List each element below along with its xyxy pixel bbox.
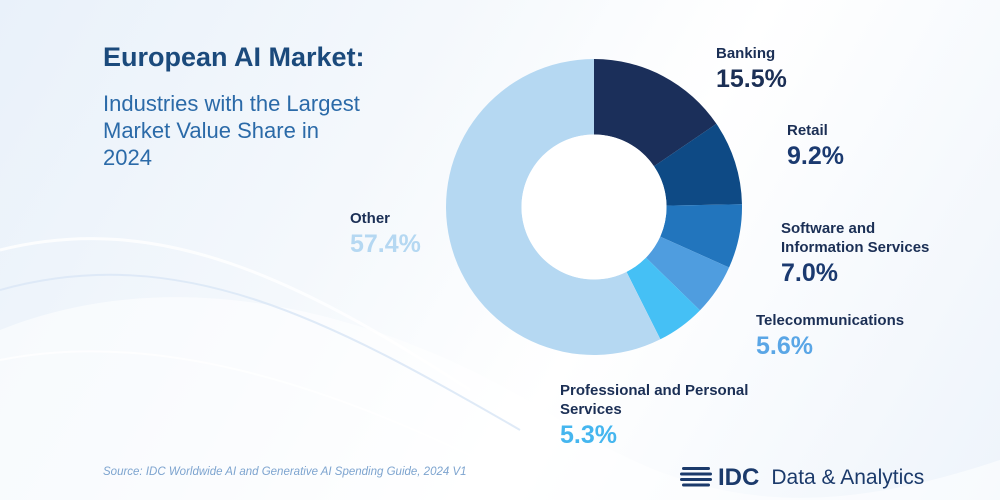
label-retail: Retail 9.2% bbox=[787, 121, 844, 171]
label-name: Telecommunications bbox=[756, 312, 905, 329]
chart-subtitle: Industries with the Largest Market Value… bbox=[103, 91, 360, 170]
label-other: Other 57.4% bbox=[350, 209, 421, 259]
label-name: Professional and Personal Services bbox=[560, 382, 749, 418]
label-software: Software and Information Services 7.0% bbox=[781, 219, 956, 288]
label-telecom: Telecommunications 5.6% bbox=[756, 311, 904, 361]
donut-slice-retail bbox=[653, 123, 742, 206]
donut-slice-other bbox=[446, 59, 661, 355]
brand-name: IDC bbox=[718, 464, 760, 491]
label-name: Retail bbox=[787, 122, 828, 139]
chart-title: European AI Market: bbox=[103, 42, 365, 72]
label-value: 9.2% bbox=[787, 142, 844, 170]
label-professional: Professional and Personal Services 5.3% bbox=[560, 381, 790, 450]
label-value: 7.0% bbox=[781, 259, 838, 287]
donut-slice-telecommunications bbox=[645, 236, 730, 311]
label-value: 5.3% bbox=[560, 421, 617, 449]
label-name: Banking bbox=[716, 45, 776, 62]
donut-hole bbox=[521, 134, 667, 280]
donut-slice-banking bbox=[594, 59, 717, 167]
globe-lines-icon bbox=[680, 465, 712, 491]
brand-suffix: Data & Analytics bbox=[771, 466, 925, 489]
label-value: 15.5% bbox=[716, 65, 787, 93]
label-value: 57.4% bbox=[350, 230, 421, 258]
label-name: Software and Information Services bbox=[781, 220, 930, 256]
label-banking: Banking 15.5% bbox=[716, 44, 787, 94]
source-note: Source: IDC Worldwide AI and Generative … bbox=[103, 466, 467, 478]
donut-slice-software-and-information-services bbox=[660, 204, 742, 268]
brand-footer: IDC Data & Analytics bbox=[680, 462, 924, 494]
label-value: 5.6% bbox=[756, 332, 813, 360]
label-name: Other bbox=[350, 210, 391, 227]
donut-slice-professional-and-personal-services bbox=[626, 257, 700, 340]
